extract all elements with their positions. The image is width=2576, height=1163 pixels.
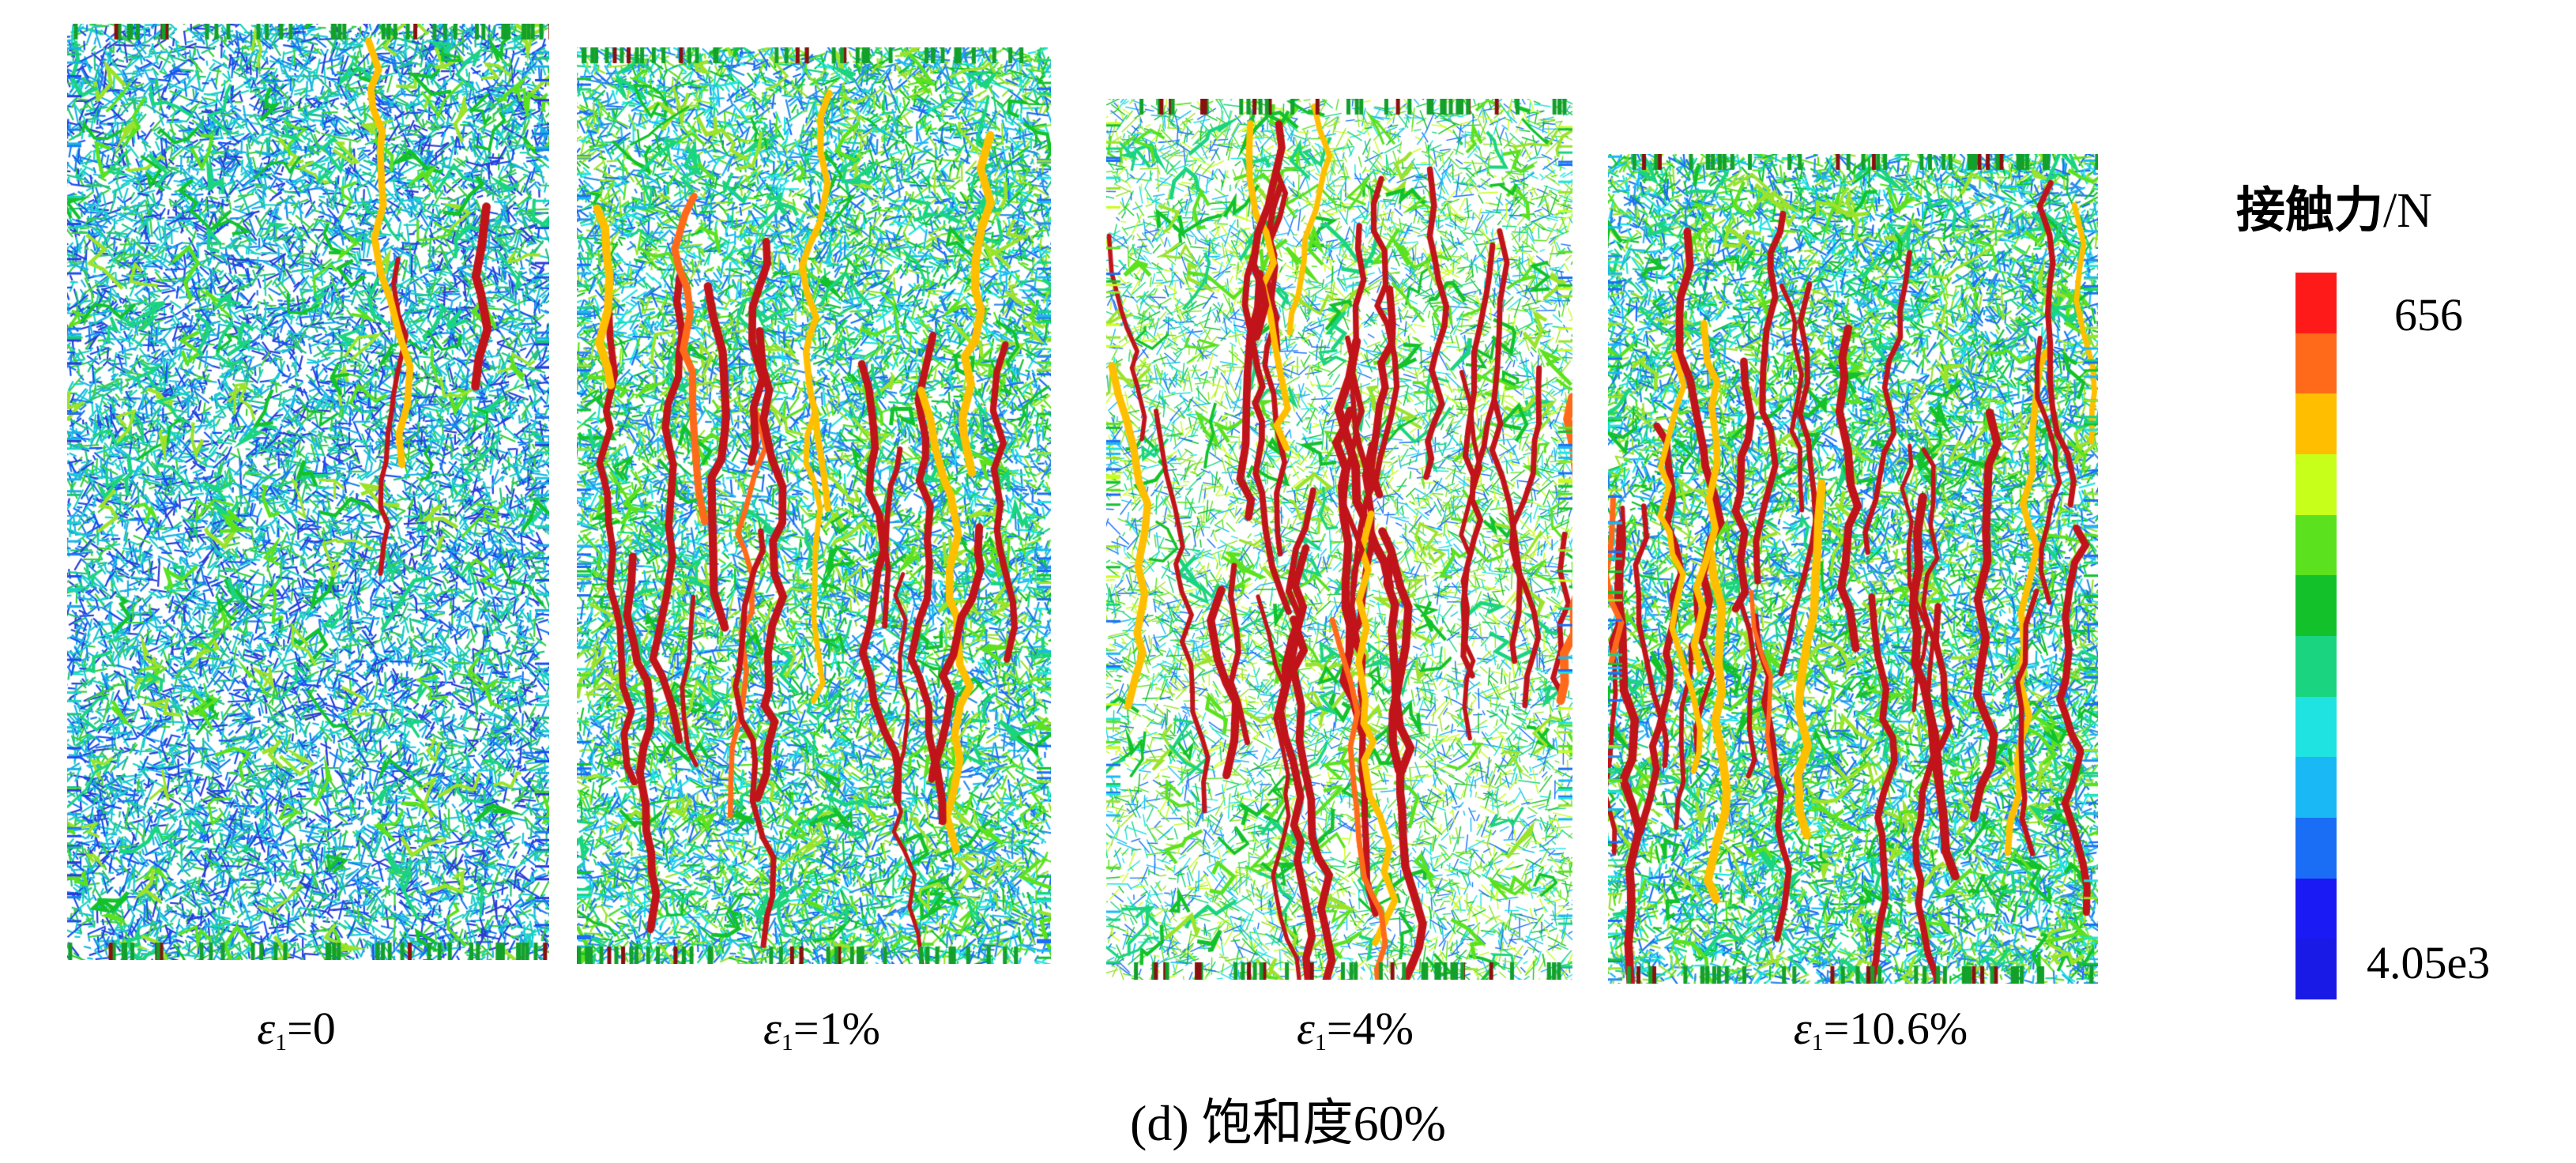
specimen-panel-1 bbox=[67, 24, 549, 960]
force-chain-network-1 bbox=[67, 24, 549, 960]
legend-unit: /N bbox=[2383, 184, 2433, 238]
color-scale-step bbox=[2295, 393, 2337, 455]
legend-title-text: 接触力 bbox=[2236, 184, 2384, 238]
color-scale-step bbox=[2295, 818, 2337, 879]
specimen-panel-3 bbox=[1106, 99, 1572, 980]
strain-label-3: ε1=4% bbox=[1297, 1003, 1414, 1056]
color-scale-step bbox=[2295, 696, 2337, 758]
color-scale-step bbox=[2295, 333, 2337, 394]
specimen-panel-2 bbox=[577, 47, 1051, 964]
color-scale-step bbox=[2295, 454, 2337, 515]
strain-label-4: ε1=10.6% bbox=[1793, 1003, 1968, 1056]
legend-max-label: 656 bbox=[2394, 289, 2463, 341]
color-scale-step bbox=[2295, 273, 2337, 333]
specimen-panel-4 bbox=[1608, 154, 2098, 984]
force-chain-network-2 bbox=[577, 47, 1051, 964]
color-scale-bar bbox=[2295, 273, 2337, 1000]
strain-label-2: ε1=1% bbox=[763, 1003, 880, 1056]
color-scale-step bbox=[2295, 939, 2337, 1000]
color-scale-step bbox=[2295, 514, 2337, 576]
color-scale-step bbox=[2295, 757, 2337, 819]
legend-title: 接触力/N bbox=[2236, 170, 2432, 241]
color-scale-step bbox=[2295, 636, 2337, 697]
figure-caption: (d) 饱和度60% bbox=[1130, 1095, 1446, 1151]
legend-min-label: 4.05e3 bbox=[2367, 937, 2491, 988]
strain-label-1: ε1=0 bbox=[257, 1003, 336, 1056]
color-scale-step bbox=[2295, 878, 2337, 939]
color-scale-step bbox=[2295, 575, 2337, 637]
force-chain-network-4 bbox=[1608, 154, 2098, 984]
force-chain-network-3 bbox=[1106, 99, 1572, 980]
